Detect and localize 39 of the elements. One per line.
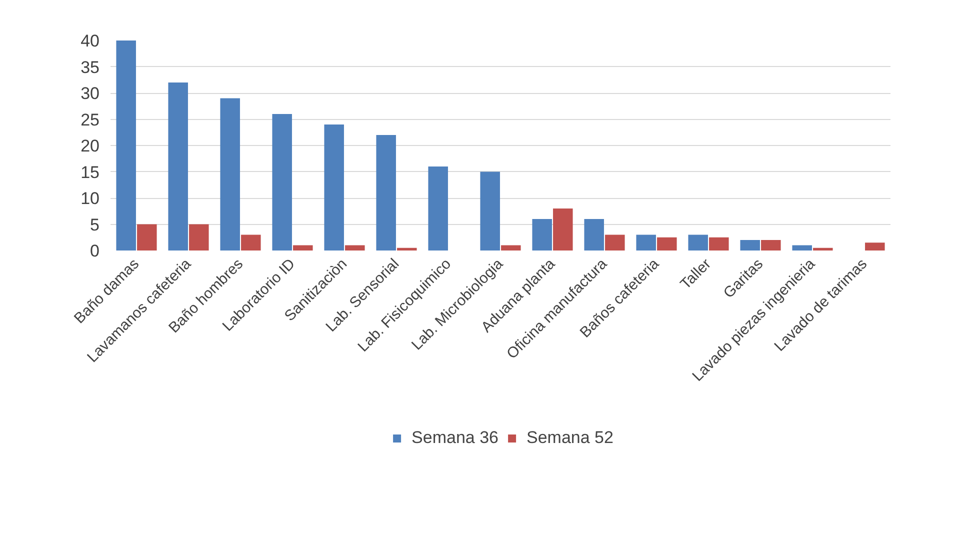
bar [272, 114, 292, 250]
bar [293, 245, 313, 250]
y-tick-label: 10 [80, 189, 100, 208]
y-tick-label: 30 [80, 84, 100, 103]
bar [532, 219, 552, 250]
bar [137, 224, 157, 250]
y-tick-label: 35 [80, 58, 100, 77]
bar [636, 234, 656, 250]
bar [168, 82, 188, 250]
bar [688, 234, 708, 250]
bar [865, 242, 885, 250]
bar [397, 248, 417, 250]
y-tick-label: 5 [90, 215, 100, 234]
y-tick-label: 0 [90, 242, 100, 260]
bar [792, 245, 812, 250]
bar [501, 245, 521, 250]
bar [189, 224, 209, 250]
y-tick-label: 40 [80, 32, 100, 50]
bar [553, 208, 573, 250]
y-tick-label: 20 [80, 136, 100, 156]
bar [480, 172, 500, 250]
bar [376, 135, 396, 250]
bar [657, 237, 677, 250]
bar [709, 237, 729, 250]
legend-label: Semana 36 [412, 428, 498, 448]
bar [584, 219, 604, 250]
bar [813, 248, 833, 250]
bar [345, 245, 365, 250]
bar [428, 166, 448, 250]
bar [740, 240, 760, 250]
bar [605, 234, 625, 250]
legend-label: Semana 52 [526, 428, 614, 448]
bar [116, 40, 136, 250]
y-tick-label: 15 [80, 162, 100, 182]
bar [220, 98, 240, 250]
y-tick-label: 25 [80, 110, 100, 130]
bar [241, 234, 261, 250]
bar [324, 124, 344, 250]
bar [761, 240, 781, 250]
